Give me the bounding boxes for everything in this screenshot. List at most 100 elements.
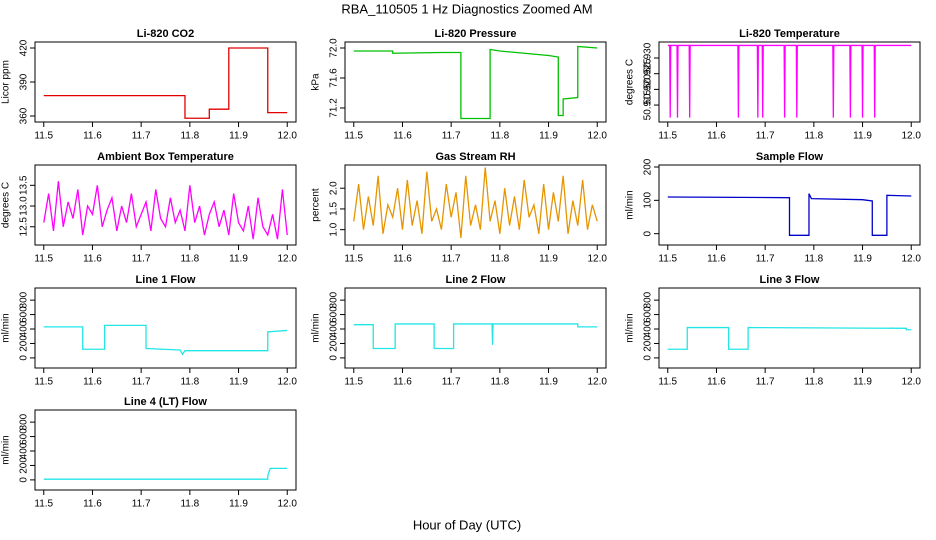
panel-title: Gas Stream RH [435,151,515,163]
y-tick-label: 0 [643,355,654,361]
x-tick-label: 11.5 [658,377,677,388]
x-tick-label: 12.0 [588,131,608,142]
x-tick-label: 11.8 [804,377,823,388]
x-tick-label: 11.5 [34,131,53,142]
x-tick-label: 11.9 [229,377,248,388]
y-tick-label: 400 [643,320,654,337]
y-tick-label: 72.0 [329,38,340,58]
x-tick-label: 12.0 [278,131,298,142]
data-line [43,467,288,480]
x-tick-label: 12.0 [278,254,298,265]
data-line [43,47,288,119]
x-tick-label: 11.8 [490,254,509,265]
y-tick-label: 400 [19,442,30,459]
y-axis-label: ml/min [1,313,12,342]
panel-title: Line 2 Flow [446,274,506,286]
plot-frame [344,41,607,123]
y-axis-label: ml/min [311,313,322,342]
y-tick-label: 400 [19,320,30,337]
x-tick-label: 11.5 [34,377,53,388]
data-line [667,326,912,350]
x-tick-label: 12.0 [278,499,298,510]
y-tick-label: 50.925 [643,58,654,89]
x-tick-label: 11.8 [804,254,823,265]
x-tick-label: 11.8 [180,377,199,388]
y-tick-label: 13.5 [19,175,30,195]
x-tick-label: 11.9 [853,377,872,388]
y-tick-label: 390 [19,73,30,90]
panel-title: Sample Flow [756,151,824,163]
x-tick-label: 11.6 [707,377,726,388]
y-tick-label: 420 [19,39,30,56]
x-tick-label: 11.6 [393,254,412,265]
panel-title: Line 1 Flow [136,274,196,286]
x-tick-label: 11.9 [853,254,872,265]
x-tick-label: 12.0 [588,254,608,265]
y-tick-label: 200 [643,335,654,352]
x-tick-label: 11.6 [393,377,412,388]
y-tick-label: 13.0 [19,196,30,216]
x-tick-label: 11.6 [707,131,726,142]
panel-title: Li-820 Temperature [739,28,840,40]
x-tick-label: 11.8 [180,131,199,142]
plot-frame [34,41,297,123]
y-axis-label: ml/min [625,313,636,342]
x-tick-label: 11.7 [132,499,151,510]
x-tick-label: 11.8 [490,131,509,142]
x-tick-label: 11.9 [229,499,248,510]
x-tick-label: 11.6 [83,131,102,142]
x-tick-label: 11.7 [442,377,461,388]
y-tick-label: 50.915 [643,89,654,120]
x-tick-label: 11.5 [658,131,677,142]
x-tick-label: 11.5 [344,254,363,265]
y-tick-label: 12.5 [19,217,30,237]
data-line [667,193,912,236]
x-axis-label: Hour of Day (UTC) [413,517,521,532]
y-tick-label: 360 [19,107,30,124]
x-tick-label: 12.0 [902,254,922,265]
x-tick-label: 12.0 [278,377,298,388]
data-line [43,181,288,240]
data-line [353,323,598,350]
y-tick-label: 2.0 [329,181,340,195]
y-tick-label: 800 [19,291,30,308]
panel-title: Li-820 Pressure [435,28,517,40]
y-axis-label: kPa [311,73,322,91]
y-tick-label: 0 [19,477,30,483]
y-axis-label: degrees C [625,59,636,105]
x-tick-label: 11.8 [804,131,823,142]
x-tick-label: 11.6 [707,254,726,265]
y-tick-label: 200 [329,335,340,352]
y-tick-label: 0 [329,355,340,361]
y-tick-label: 71.2 [329,98,340,118]
plot-frame [658,164,921,246]
y-tick-label: 1.5 [329,202,340,216]
x-tick-label: 11.5 [34,254,53,265]
x-tick-label: 11.7 [442,131,461,142]
data-line [353,167,598,239]
x-tick-label: 12.0 [902,377,922,388]
x-tick-label: 12.0 [902,131,922,142]
y-tick-label: 100 [643,192,654,209]
x-tick-label: 11.8 [490,377,509,388]
plot-frame [344,164,607,246]
y-axis-label: degrees C [1,182,12,228]
x-tick-label: 11.5 [34,499,53,510]
x-tick-label: 11.7 [132,254,151,265]
x-tick-label: 11.7 [756,131,775,142]
plot-frame [344,287,607,369]
x-tick-label: 11.6 [83,254,102,265]
x-tick-label: 11.9 [539,377,558,388]
y-tick-label: 800 [643,291,654,308]
y-tick-label: 50.930 [643,42,654,73]
y-tick-label: 600 [19,306,30,323]
x-tick-label: 11.6 [393,131,412,142]
x-tick-label: 11.9 [229,254,248,265]
y-axis-label: ml/min [1,435,12,464]
data-line [353,45,598,120]
x-tick-label: 11.8 [180,499,199,510]
y-tick-label: 200 [643,158,654,175]
plot-frame [34,164,297,246]
panel-title: Line 4 (LT) Flow [124,396,207,408]
